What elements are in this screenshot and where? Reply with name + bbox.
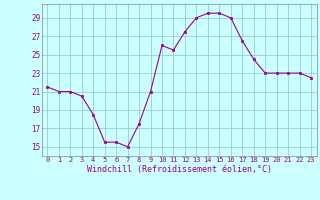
X-axis label: Windchill (Refroidissement éolien,°C): Windchill (Refroidissement éolien,°C) bbox=[87, 165, 272, 174]
